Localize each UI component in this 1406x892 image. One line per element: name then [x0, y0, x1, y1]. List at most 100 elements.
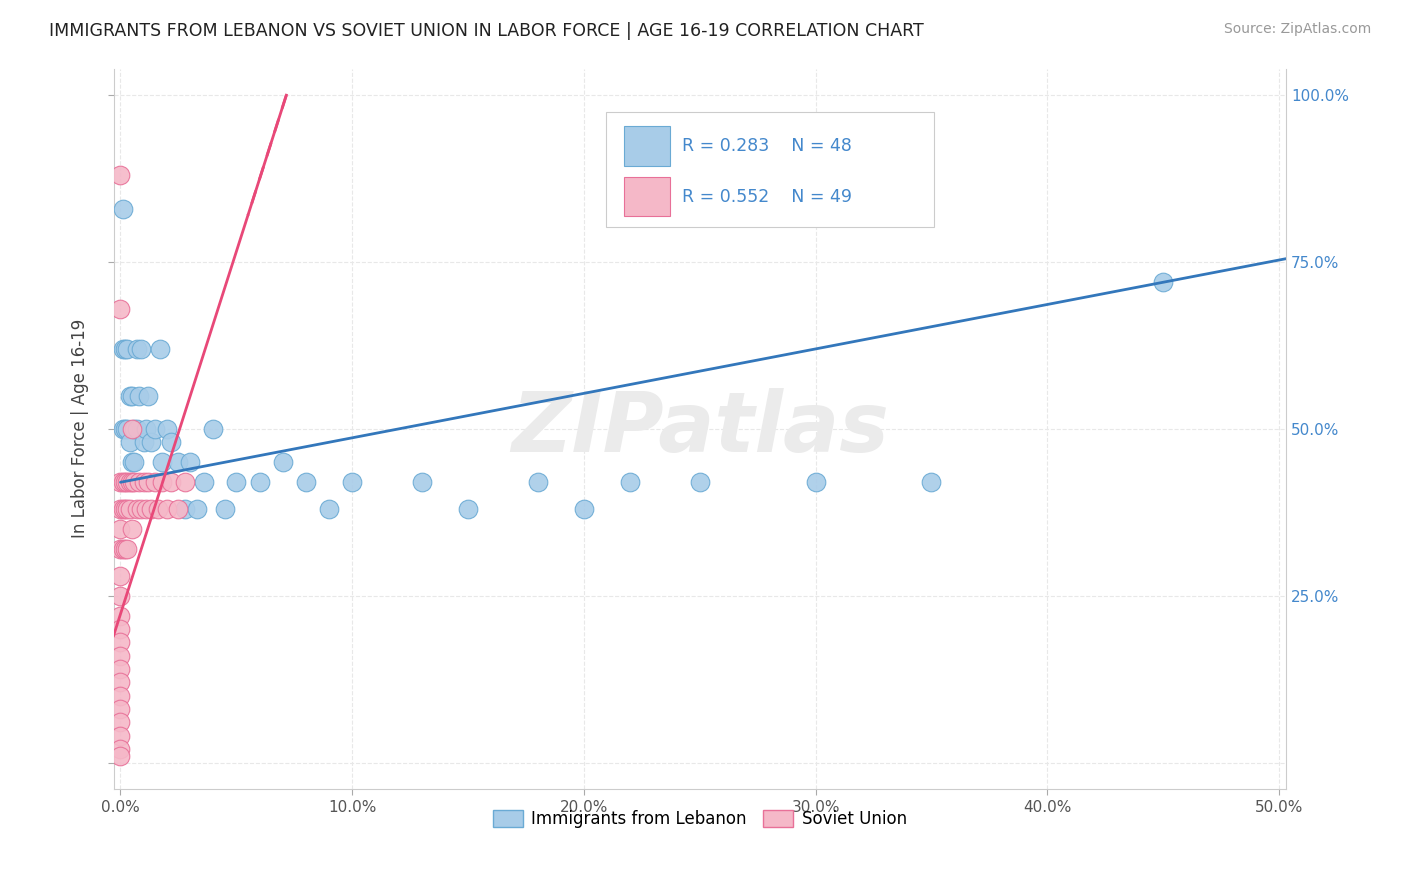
- Point: [110, 475, 132, 490]
- Point: [139, 435, 162, 450]
- Point: [110, 589, 132, 603]
- Point: [110, 662, 132, 676]
- Point: [146, 502, 169, 516]
- Point: [111, 541, 134, 556]
- Point: [110, 748, 132, 763]
- Point: [110, 522, 132, 536]
- Point: [110, 729, 132, 743]
- Point: [117, 475, 139, 490]
- Point: [110, 622, 132, 636]
- Point: [110, 648, 132, 663]
- Point: [411, 475, 433, 490]
- Point: [110, 541, 132, 556]
- Point: [114, 342, 136, 356]
- Point: [118, 502, 141, 516]
- Point: [340, 475, 363, 490]
- Point: [131, 502, 153, 516]
- Point: [110, 608, 132, 623]
- Point: [225, 475, 247, 490]
- Point: [110, 169, 132, 183]
- Point: [457, 502, 479, 516]
- Point: [128, 388, 150, 402]
- Point: [202, 422, 225, 436]
- Point: [135, 422, 157, 436]
- Point: [143, 422, 166, 436]
- Point: [295, 475, 318, 490]
- Point: [128, 475, 150, 490]
- Point: [110, 702, 132, 716]
- Text: R = 0.283    N = 48: R = 0.283 N = 48: [682, 137, 852, 155]
- Point: [111, 502, 134, 516]
- Point: [186, 502, 208, 516]
- Point: [114, 502, 136, 516]
- Point: [117, 541, 139, 556]
- Point: [111, 475, 134, 490]
- Point: [156, 502, 179, 516]
- Point: [124, 455, 146, 469]
- Point: [114, 541, 136, 556]
- Point: [214, 502, 236, 516]
- Text: IMMIGRANTS FROM LEBANON VS SOVIET UNION IN LABOR FORCE | AGE 16-19 CORRELATION C: IMMIGRANTS FROM LEBANON VS SOVIET UNION …: [49, 22, 924, 40]
- Point: [124, 475, 146, 490]
- Point: [117, 342, 139, 356]
- Point: [131, 342, 153, 356]
- Text: ZIPatlas: ZIPatlas: [510, 388, 889, 469]
- Point: [179, 455, 201, 469]
- Point: [125, 502, 148, 516]
- Point: [124, 422, 146, 436]
- Point: [114, 475, 136, 490]
- Point: [117, 422, 139, 436]
- Point: [318, 502, 340, 516]
- Point: [121, 455, 143, 469]
- Point: [125, 342, 148, 356]
- FancyBboxPatch shape: [606, 112, 934, 227]
- Point: [110, 502, 132, 516]
- Point: [160, 435, 183, 450]
- Point: [156, 422, 179, 436]
- Point: [149, 342, 172, 356]
- Point: [150, 455, 173, 469]
- Point: [110, 742, 132, 756]
- Point: [271, 455, 294, 469]
- Point: [110, 689, 132, 703]
- Point: [111, 202, 134, 216]
- Point: [174, 475, 197, 490]
- Point: [118, 475, 141, 490]
- Point: [619, 475, 641, 490]
- Point: [110, 635, 132, 649]
- Point: [249, 475, 271, 490]
- Point: [111, 422, 134, 436]
- Text: R = 0.552    N = 49: R = 0.552 N = 49: [682, 188, 852, 206]
- Point: [136, 475, 159, 490]
- Point: [135, 502, 157, 516]
- Point: [110, 675, 132, 690]
- Point: [143, 475, 166, 490]
- Point: [118, 435, 141, 450]
- Point: [132, 435, 155, 450]
- Point: [572, 502, 595, 516]
- Point: [125, 422, 148, 436]
- Point: [160, 475, 183, 490]
- Point: [111, 342, 134, 356]
- Point: [689, 475, 711, 490]
- Point: [804, 475, 827, 490]
- Point: [167, 455, 190, 469]
- Point: [110, 301, 132, 316]
- Bar: [623, 177, 671, 216]
- Point: [150, 475, 173, 490]
- Point: [110, 568, 132, 582]
- Point: [117, 502, 139, 516]
- Point: [167, 502, 190, 516]
- Point: [121, 388, 143, 402]
- Point: [920, 475, 942, 490]
- Point: [1152, 275, 1174, 289]
- Text: Source: ZipAtlas.com: Source: ZipAtlas.com: [1223, 22, 1371, 37]
- Point: [110, 715, 132, 730]
- Point: [193, 475, 215, 490]
- Point: [174, 502, 197, 516]
- Point: [139, 502, 162, 516]
- Point: [114, 422, 136, 436]
- Point: [118, 388, 141, 402]
- Legend: Immigrants from Lebanon, Soviet Union: Immigrants from Lebanon, Soviet Union: [486, 804, 914, 835]
- Point: [121, 522, 143, 536]
